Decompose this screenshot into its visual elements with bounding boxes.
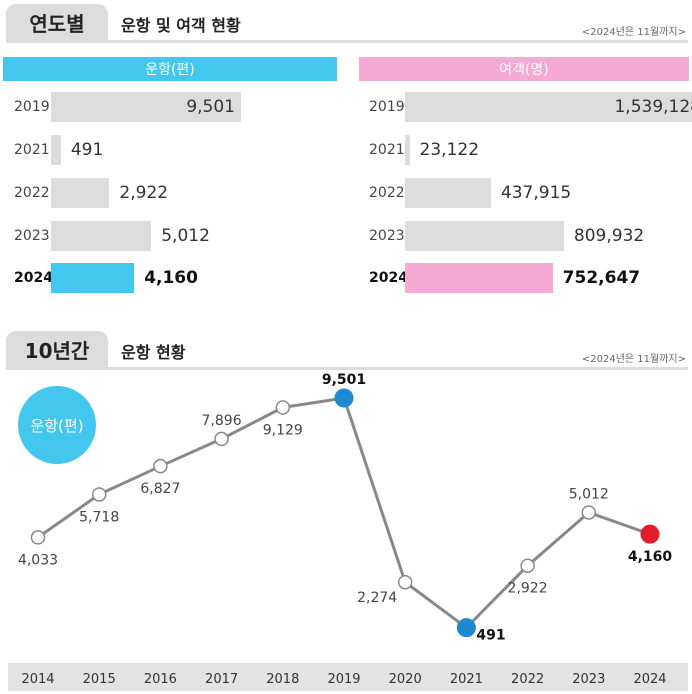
x-tick-label: 2021 (450, 672, 483, 687)
bar-year-label: 2022 (14, 185, 50, 201)
header-rule (6, 367, 688, 370)
bar-year-label: 2023 (369, 228, 405, 244)
data-value-label: 9,129 (263, 423, 303, 439)
bar-value-label: 809,932 (573, 226, 645, 246)
data-value-label: 2,922 (508, 581, 548, 597)
bar (405, 263, 553, 293)
bar-year-label: 2023 (14, 228, 50, 244)
data-value-label: 4,160 (628, 549, 673, 565)
bar-row: 2022 2,922 (14, 178, 344, 208)
bar-year-label: 2021 (14, 142, 50, 158)
bar (405, 92, 692, 122)
data-value-label: 5,718 (79, 509, 119, 525)
x-tick-label: 2015 (83, 672, 116, 687)
flights-badge: 운항(편) (18, 386, 96, 464)
bar (405, 178, 491, 208)
bar (51, 178, 110, 208)
x-tick-label: 2023 (572, 672, 605, 687)
header-rule (6, 40, 688, 43)
bar-row: 2019 9,501 (14, 92, 344, 122)
data-value-label: 5,012 (569, 486, 609, 502)
data-value-label: 6,827 (140, 481, 180, 497)
x-axis-band (8, 663, 688, 691)
flights-panel-title: 운항(편) (145, 62, 195, 78)
bar-value-label: 752,647 (562, 268, 641, 288)
bar-year-label: 2024 (14, 270, 53, 286)
data-point (91, 487, 107, 502)
section-title-yearly: 운항 및 여객 현황 (121, 16, 241, 35)
bar (51, 135, 61, 165)
data-point (397, 574, 413, 590)
bar (51, 263, 135, 293)
bar-value-label: 2,922 (119, 183, 169, 203)
data-point (581, 505, 597, 520)
flights-panel-header: 운항(편) (3, 57, 337, 81)
bar-row: 2023 809,932 (369, 221, 692, 251)
bar (51, 221, 152, 251)
data-point (30, 530, 46, 545)
passengers-panel-header: 여객(명) (359, 57, 689, 81)
x-tick-label: 2017 (205, 672, 238, 687)
bar-row: 2022 437,915 (369, 178, 692, 208)
bar-value-label: 23,122 (419, 140, 480, 160)
section-header-yearly: 연도별 운항 및 여객 현황 <2024년은 11월까지> (0, 4, 692, 44)
x-tick-label: 2019 (327, 672, 360, 687)
bar (51, 92, 241, 122)
data-point (153, 458, 168, 474)
data-value-label: 7,896 (202, 413, 242, 429)
data-value-label: 4,033 (18, 552, 58, 568)
section-tag-yearly: 연도별 (6, 4, 108, 40)
data-value-label: 491 (476, 628, 505, 644)
x-tick-label: 2024 (633, 672, 666, 687)
bar-row: 2023 5,012 (14, 221, 344, 251)
bar-value-label: 1,539,128 (614, 97, 692, 117)
max-point (334, 388, 354, 408)
bar-row: 2019 1,539,128 (369, 92, 692, 122)
section-tag-decade: 10년간 (6, 331, 108, 367)
data-point (214, 431, 229, 447)
x-tick-label: 2018 (266, 672, 299, 687)
max-point (456, 618, 476, 638)
bar-year-label: 2019 (14, 99, 50, 115)
section-note-yearly: <2024년은 11월까지> (581, 27, 686, 38)
section-header-decade: 10년간 운항 현황 <2024년은 11월까지> (0, 331, 692, 371)
bar-year-label: 2019 (369, 99, 405, 115)
x-tick-label: 2016 (144, 672, 177, 687)
bar-row: 2021 491 (14, 135, 344, 165)
flights-line-chart: 4,033 2014 5,718 2015 6,827 2016 7,896 2017 9,12… (18, 372, 673, 687)
bar-year-label: 2024 (369, 270, 408, 286)
bar-value-label: 491 (70, 140, 104, 160)
bar-year-label: 2021 (369, 142, 405, 158)
data-value-label: 9,501 (322, 372, 366, 388)
data-value-label: 2,274 (357, 590, 397, 606)
bar-value-label: 437,915 (500, 183, 572, 203)
bar-value-label: 9,501 (186, 97, 235, 117)
x-tick-label: 2020 (389, 672, 422, 687)
bar-year-label: 2022 (369, 185, 405, 201)
bar-row: 2021 23,122 (369, 135, 692, 165)
data-point (275, 400, 291, 415)
data-point (520, 558, 535, 573)
series-line (37, 396, 651, 630)
highlight-point (640, 524, 660, 544)
bar-value-label: 5,012 (161, 226, 210, 246)
passengers-panel-title: 여객(명) (499, 62, 549, 78)
x-tick-label: 2022 (511, 672, 544, 687)
bar-row: 2024 752,647 (369, 263, 692, 293)
bar-row: 2024 4,160 (14, 263, 344, 293)
bar-value-label: 4,160 (144, 268, 198, 288)
section-note-decade: <2024년은 11월까지> (581, 354, 686, 365)
bar (405, 221, 564, 251)
bar (405, 135, 410, 165)
x-tick-label: 2014 (21, 672, 54, 687)
section-title-decade: 운항 현황 (121, 343, 186, 362)
